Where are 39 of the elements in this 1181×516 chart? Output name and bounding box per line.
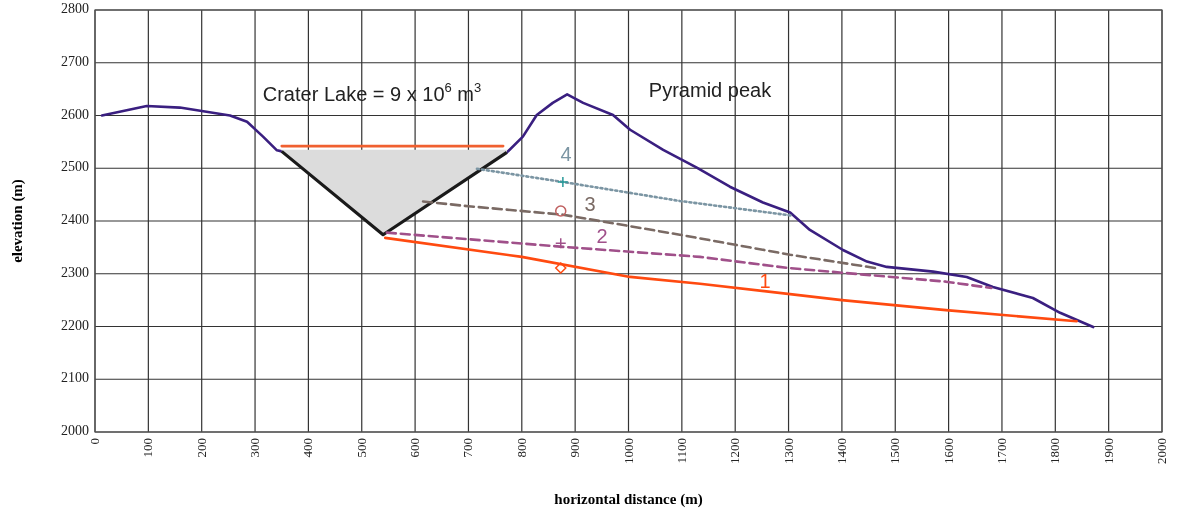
y-tick-label: 2800: [61, 1, 89, 17]
x-tick-label: 1500: [887, 438, 903, 464]
y-tick-label: 2700: [61, 53, 89, 69]
x-axis-title: horizontal distance (m): [554, 491, 703, 508]
y-axis-title: elevation (m): [9, 179, 26, 263]
y-tick-label: 2000: [61, 423, 89, 439]
x-tick-label: 1700: [993, 438, 1009, 464]
x-tick-label: 0: [87, 438, 102, 445]
x-tick-label: 700: [460, 438, 476, 458]
x-tick-label: 900: [567, 438, 583, 458]
x-tick-label: 200: [193, 438, 209, 458]
series-label: 1: [759, 270, 771, 293]
y-tick-label: 2300: [61, 264, 89, 280]
x-tick-label: 500: [353, 438, 369, 458]
series-label: 2: [596, 225, 608, 248]
series-label: 3: [584, 193, 596, 216]
y-tick-label: 2400: [61, 212, 89, 228]
x-tick-label: 1600: [940, 438, 956, 464]
y-tick-label: 2500: [61, 159, 89, 175]
x-tick-label: 1800: [1047, 438, 1063, 464]
x-tick-label: 600: [407, 438, 423, 458]
x-tick-label: 800: [513, 438, 529, 458]
x-tick-label: 100: [140, 438, 156, 458]
x-tick-label: 1100: [673, 438, 689, 464]
x-tick-label: 1300: [780, 438, 796, 464]
y-tick-label: 2600: [61, 106, 89, 122]
x-tick-label: 2000: [1154, 438, 1169, 464]
x-tick-label: 1200: [727, 438, 743, 464]
series-label: 4: [560, 143, 572, 166]
y-tick-label: 2200: [61, 317, 89, 333]
x-tick-label: 300: [247, 438, 263, 458]
x-tick-label: 400: [300, 438, 316, 458]
line-series: [100, 104, 284, 153]
x-tick-label: 1000: [620, 438, 636, 464]
line-series: [385, 231, 993, 290]
line-series: [475, 167, 795, 218]
y-tick-label: 2100: [61, 370, 89, 386]
x-tick-label: 1900: [1100, 438, 1116, 464]
x-tick-label: 1400: [833, 438, 849, 464]
